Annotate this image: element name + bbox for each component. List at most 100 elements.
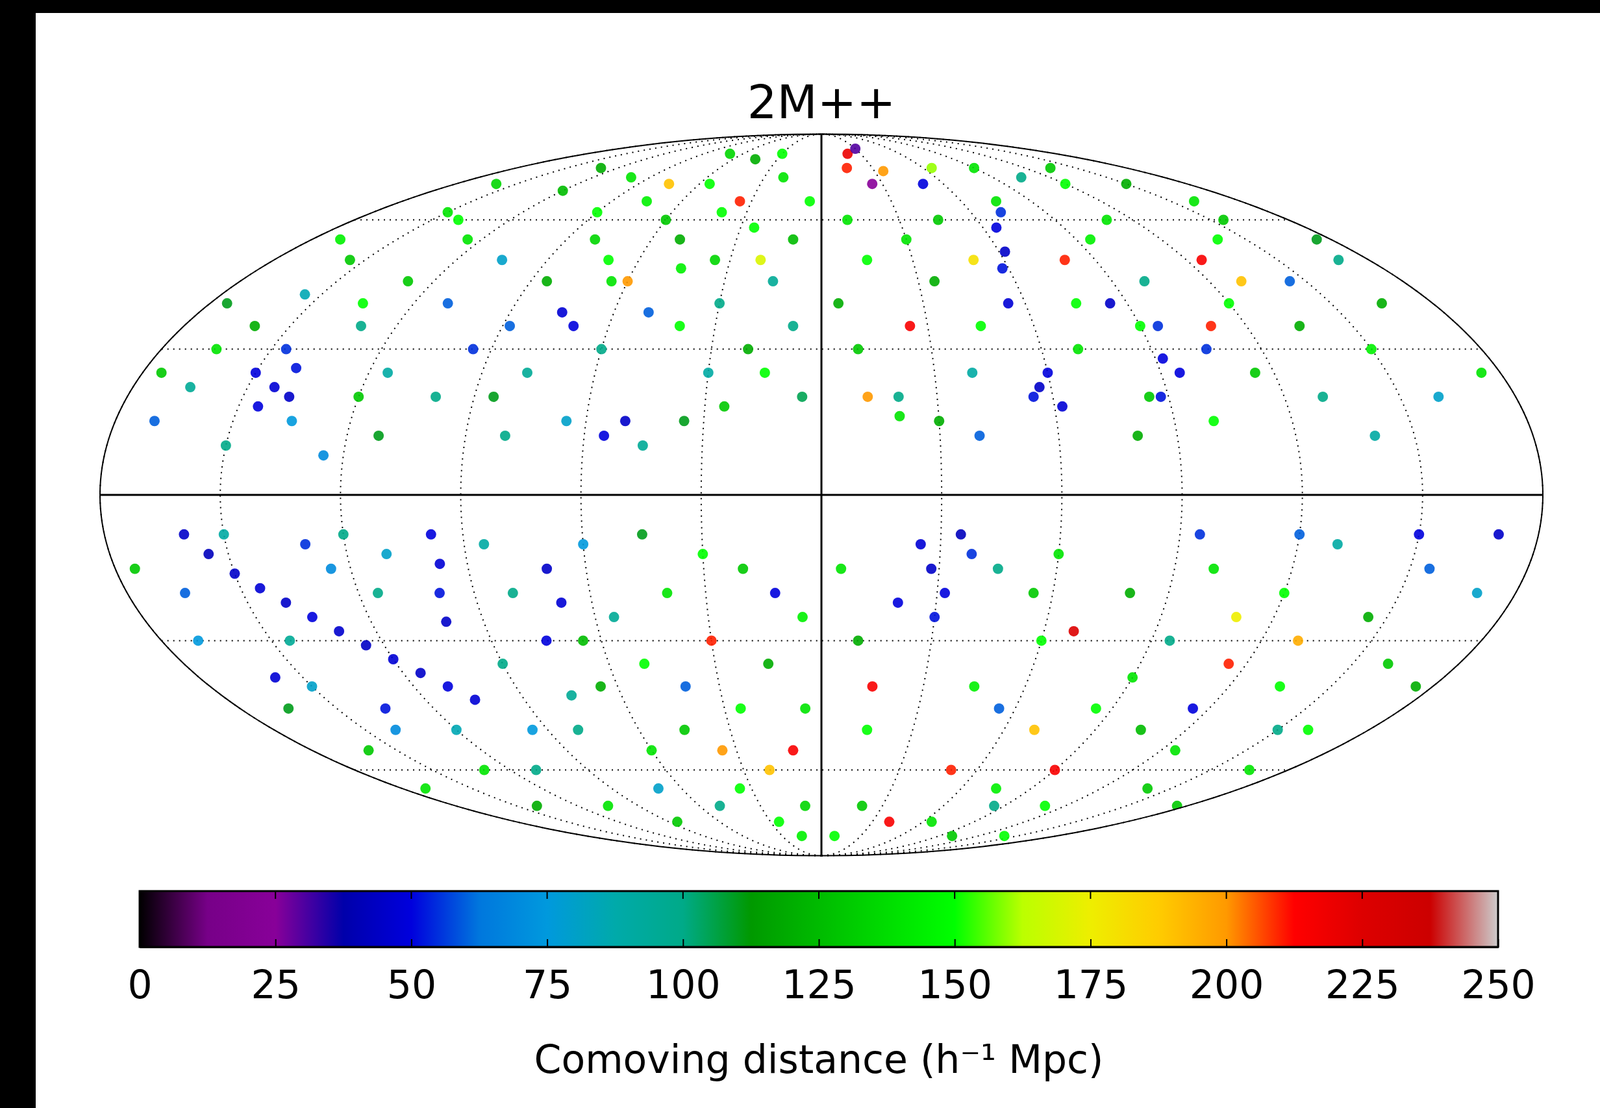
galaxy-point <box>527 724 538 736</box>
galaxy-point <box>1366 344 1377 355</box>
galaxy-point <box>997 262 1008 274</box>
galaxy-point <box>211 344 222 355</box>
colorbar-tick-label: 0 <box>127 961 152 1008</box>
galaxy-point <box>541 563 552 575</box>
galaxy-point <box>637 440 649 451</box>
center-lines <box>100 133 1543 856</box>
galaxy-point <box>1274 681 1286 692</box>
galaxy-point <box>796 391 808 402</box>
galaxy-point <box>1208 563 1219 575</box>
galaxy-point <box>1231 611 1242 623</box>
galaxy-point <box>500 430 511 441</box>
galaxy-point <box>1196 254 1208 265</box>
colorbar-tick-mark <box>1361 938 1363 947</box>
galaxy-point <box>179 587 191 599</box>
galaxy-point <box>388 653 399 665</box>
colorbar-tick-label: 225 <box>1325 961 1400 1008</box>
galaxy-point <box>1170 744 1181 756</box>
galaxy-point <box>1042 367 1053 378</box>
galaxy-point <box>462 234 473 245</box>
galaxy-point <box>1424 563 1435 575</box>
galaxy-point <box>149 415 160 426</box>
galaxy-point <box>893 391 904 402</box>
colorbar-tick-mark <box>1498 938 1500 947</box>
colorbar-tick-top <box>682 890 684 899</box>
galaxy-point <box>568 320 579 332</box>
galaxy-point <box>1413 529 1425 540</box>
galaxy-point <box>572 724 584 736</box>
galaxy-point <box>488 391 499 402</box>
galaxy-point <box>598 430 610 441</box>
galaxy-point <box>866 178 878 189</box>
galaxy-point <box>724 148 736 160</box>
galaxy-point <box>679 415 690 426</box>
galaxy-point <box>850 143 861 154</box>
galaxy-point <box>992 563 1004 575</box>
colorbar-tick-label: 175 <box>1053 961 1129 1008</box>
galaxy-point <box>1433 391 1444 402</box>
colorbar-tick-label: 50 <box>387 961 437 1008</box>
galaxy-point <box>625 172 637 183</box>
chart: 2M++0255075100125150175200225250Comoving… <box>0 0 1600 1108</box>
galaxy-point <box>904 320 915 332</box>
galaxy-point <box>357 298 369 309</box>
galaxy-point <box>220 440 232 451</box>
galaxy-point <box>1045 162 1056 174</box>
galaxy-point <box>1212 234 1223 245</box>
colorbar-tick-mark <box>818 938 821 947</box>
galaxy-point <box>866 681 878 692</box>
galaxy-point <box>883 816 895 827</box>
galaxy-point <box>577 538 589 550</box>
galaxy-point <box>363 744 375 756</box>
galaxy-point <box>755 254 766 265</box>
galaxy-point <box>759 367 771 378</box>
galaxy-point <box>1284 275 1295 287</box>
galaxy-point <box>994 703 1005 714</box>
colorbar-tick-mark <box>1225 938 1228 947</box>
galaxy-point <box>663 178 675 189</box>
galaxy-point <box>704 178 715 189</box>
galaxy-point <box>641 196 652 207</box>
galaxy-point <box>653 783 664 794</box>
galaxy-point <box>946 764 957 776</box>
galaxy-point <box>442 681 454 692</box>
galaxy-point <box>1132 430 1143 441</box>
galaxy-point <box>606 275 617 287</box>
colorbar-axis: 0255075100125150175200225250 <box>127 938 1536 1008</box>
galaxy-point <box>284 635 295 646</box>
galaxy-point <box>661 587 673 599</box>
galaxy-point <box>734 196 745 207</box>
colorbar-tick-top <box>1225 890 1228 899</box>
colorbar-tick-mark <box>954 938 956 947</box>
galaxy-point <box>390 724 401 736</box>
galaxy-point <box>1090 703 1102 714</box>
galaxy-point <box>355 320 367 332</box>
galaxy-point <box>709 254 721 265</box>
galaxy-point <box>415 667 426 678</box>
galaxy-point <box>596 344 607 355</box>
colorbar-tick-top <box>1497 890 1499 899</box>
galaxy-point <box>1155 391 1167 402</box>
galaxy-point <box>522 367 533 378</box>
colorbar-tick-mark <box>411 938 413 947</box>
colorbar-tick: 25 <box>251 938 301 1008</box>
galaxy-point <box>609 611 620 623</box>
galaxy-point <box>442 298 454 309</box>
galaxy-point <box>966 367 978 378</box>
galaxy-point <box>929 275 940 287</box>
galaxy-point <box>1303 724 1314 736</box>
galaxy-point <box>1333 254 1344 265</box>
galaxy-point <box>478 538 489 550</box>
galaxy-point <box>338 529 349 540</box>
galaxy-point <box>762 658 774 669</box>
galaxy-point <box>300 538 311 550</box>
galaxy-point <box>946 830 958 841</box>
galaxy-point <box>748 222 760 233</box>
sky-outline <box>100 133 1543 856</box>
galaxy-point <box>1493 529 1504 540</box>
galaxy-point <box>1332 538 1343 550</box>
colorbar-tick: 75 <box>522 938 573 1008</box>
colorbar-tick-top <box>274 890 276 899</box>
grid <box>100 133 1543 856</box>
galaxy-point <box>1187 703 1199 714</box>
